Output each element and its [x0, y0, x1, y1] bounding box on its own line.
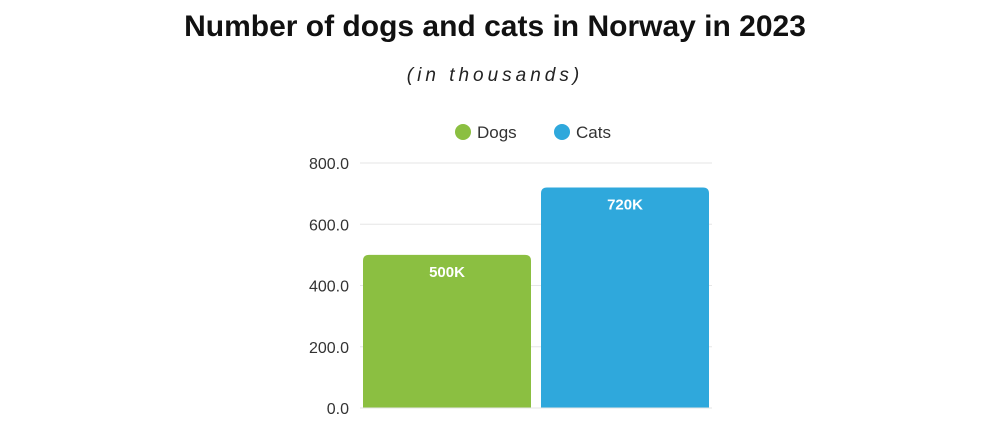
legend-marker: [554, 124, 570, 140]
bar-dogs: [363, 254, 531, 408]
data-label: 500K: [429, 264, 465, 281]
y-tick-label: 0.0: [327, 401, 349, 418]
y-tick-label: 600.0: [309, 217, 349, 234]
y-tick-label: 400.0: [309, 279, 349, 296]
legend-label: Cats: [576, 123, 611, 142]
chart-title: Number of dogs and cats in Norway in 202…: [184, 10, 806, 43]
y-tick-label: 200.0: [309, 340, 349, 357]
y-tick-label: 800.0: [309, 156, 349, 173]
legend-marker: [455, 124, 471, 140]
chart-subtitle: (in thousands): [406, 65, 584, 86]
legend-label: Dogs: [477, 123, 517, 142]
bar-cats: [541, 187, 709, 408]
data-label: 720K: [607, 197, 643, 214]
